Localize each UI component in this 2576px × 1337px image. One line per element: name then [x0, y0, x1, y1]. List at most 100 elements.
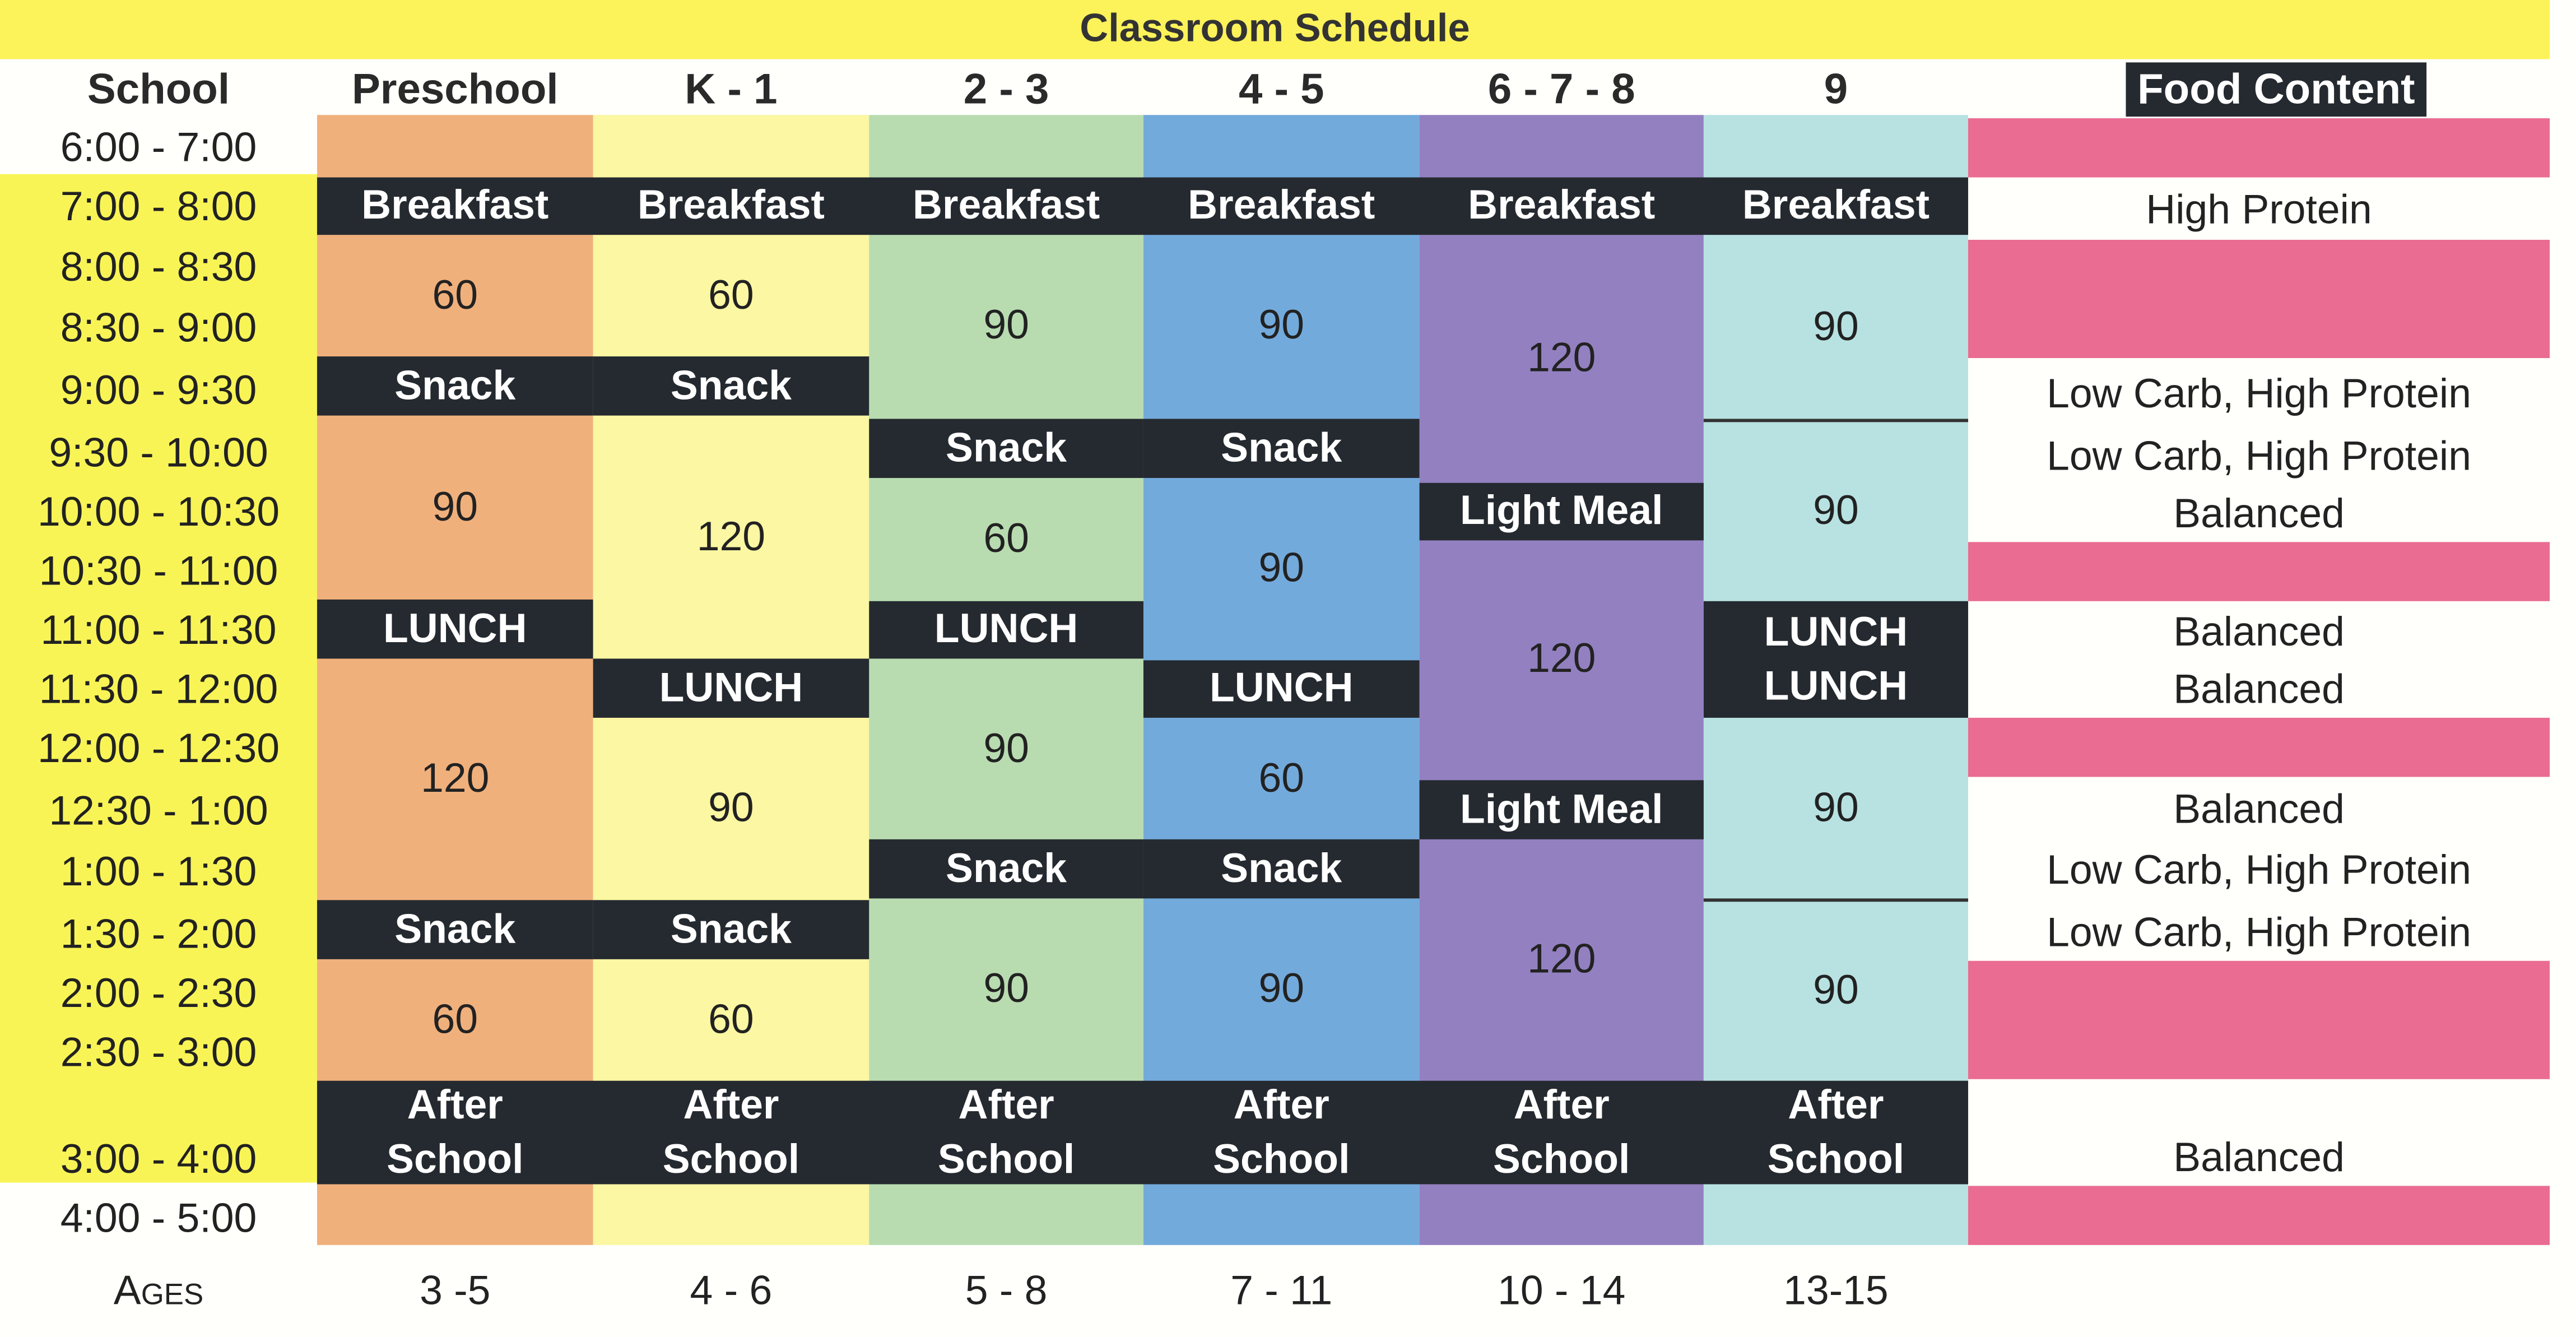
preschool-snack: Snack — [317, 356, 593, 416]
breakfast-band — [317, 177, 1969, 235]
food-row: Low Carb, High Protein — [2047, 909, 2472, 956]
header-food-content: Food Content — [2126, 62, 2427, 117]
g678-light-meal: Light Meal — [1419, 780, 1704, 839]
g9-block-minutes: 90 — [1813, 303, 1859, 349]
g678-block-minutes: 120 — [1527, 334, 1596, 380]
food-row: High Protein — [2146, 187, 2372, 234]
header-preschool: Preschool — [351, 64, 559, 114]
g23-block-minutes: 90 — [983, 725, 1029, 772]
time-label: 6:00 - 7:00 — [60, 124, 257, 171]
g23-snack: Snack — [869, 419, 1143, 478]
time-label: 10:00 - 10:30 — [37, 489, 280, 536]
header-g678: 6 - 7 - 8 — [1487, 64, 1635, 114]
time-label: 1:30 - 2:00 — [60, 911, 257, 958]
g23-lunch: LUNCH — [869, 601, 1143, 659]
age-range: 5 - 8 — [965, 1268, 1048, 1314]
age-range: 10 - 14 — [1498, 1268, 1626, 1314]
time-label: 8:00 - 8:30 — [60, 244, 257, 291]
school-label: School — [1767, 1135, 1905, 1182]
g23-snack: Snack — [869, 839, 1143, 899]
food-row: Low Carb, High Protein — [2047, 371, 2472, 417]
preschool-block-minutes: 120 — [421, 755, 490, 802]
k1-block-minutes: 60 — [708, 272, 754, 318]
k1-snack: Snack — [593, 900, 869, 959]
school-hours-highlight — [0, 174, 317, 1183]
preschool-breakfast: Breakfast — [361, 182, 549, 229]
time-label: 8:30 - 9:00 — [60, 305, 257, 352]
school-label: School — [1213, 1135, 1350, 1182]
header-g9: 9 — [1824, 64, 1848, 114]
food-row: Balanced — [2173, 667, 2345, 713]
food-row-empty — [1968, 717, 2550, 777]
food-row-empty — [1968, 239, 2550, 359]
g45-lunch: LUNCH — [1143, 660, 1420, 718]
g45-after-school: After School — [1143, 1081, 1420, 1185]
g9-block-minutes: 90 — [1813, 487, 1859, 533]
g9-block-minutes: 90 — [1813, 784, 1859, 830]
preschool-block-minutes: 90 — [432, 484, 478, 530]
time-label: 9:30 - 10:00 — [49, 430, 268, 477]
g9-block-minutes: 90 — [1813, 967, 1859, 1013]
k1-block-minutes: 60 — [708, 996, 754, 1042]
preschool-after-school: After School — [317, 1081, 593, 1185]
ages-label: Ages — [113, 1268, 204, 1314]
g9-lunch: LUNCH LUNCH — [1703, 601, 1969, 718]
k1-block-minutes: 120 — [696, 513, 766, 560]
food-row: Low Carb, High Protein — [2047, 847, 2472, 894]
g45-breakfast: Breakfast — [1188, 182, 1375, 229]
after-label: After — [683, 1081, 779, 1128]
g23-breakfast: Breakfast — [912, 182, 1100, 229]
column-g23 — [869, 115, 1143, 1245]
g45-snack: Snack — [1143, 839, 1420, 899]
k1-block-minutes: 90 — [708, 785, 754, 832]
time-label: 11:00 - 11:30 — [40, 607, 277, 654]
g45-block-minutes: 90 — [1258, 301, 1305, 347]
time-label: 1:00 - 1:30 — [60, 849, 257, 895]
age-range: 4 - 6 — [690, 1268, 773, 1314]
header-g45: 4 - 5 — [1238, 64, 1324, 114]
preschool-snack: Snack — [317, 900, 593, 959]
time-label: 10:30 - 11:00 — [39, 549, 278, 595]
k1-snack: Snack — [593, 356, 869, 416]
g678-block-minutes: 120 — [1527, 635, 1596, 682]
preschool-block-minutes: 60 — [432, 996, 478, 1042]
age-range: 3 -5 — [420, 1268, 491, 1314]
school-label: School — [1493, 1135, 1630, 1182]
header-k1: K - 1 — [685, 64, 778, 114]
divider-line — [1703, 898, 1969, 901]
time-label: 2:00 - 2:30 — [60, 971, 257, 1017]
k1-after-school: After School — [593, 1081, 869, 1185]
after-label: After — [1513, 1081, 1610, 1128]
divider-line — [1703, 419, 1969, 421]
time-label: 2:30 - 3:00 — [60, 1029, 257, 1076]
food-row: Balanced — [2173, 787, 2345, 833]
g23-block-minutes: 90 — [983, 301, 1029, 347]
g45-block-minutes: 60 — [1258, 754, 1305, 801]
age-range: 13-15 — [1783, 1268, 1889, 1314]
time-label: 12:00 - 12:30 — [37, 726, 280, 772]
after-school-band — [317, 1080, 1969, 1185]
time-label: 7:00 - 8:00 — [60, 184, 257, 230]
g9-lunch-label: LUNCH — [1764, 662, 1908, 709]
food-row: Balanced — [2173, 1135, 2345, 1181]
time-label: 3:00 - 4:00 — [60, 1136, 257, 1183]
time-label: 4:00 - 5:00 — [60, 1195, 257, 1242]
school-label: School — [387, 1135, 524, 1182]
preschool-lunch: LUNCH — [317, 599, 593, 659]
k1-breakfast: Breakfast — [637, 182, 825, 229]
page-title: Classroom Schedule — [0, 0, 2550, 59]
g678-after-school: After School — [1420, 1081, 1704, 1185]
school-label: School — [937, 1135, 1075, 1182]
age-range: 7 - 11 — [1230, 1268, 1333, 1314]
g9-after-school: After School — [1704, 1081, 1968, 1185]
g23-block-minutes: 90 — [983, 965, 1029, 1012]
g9-lunch-label: LUNCH — [1764, 609, 1908, 655]
preschool-block-minutes: 60 — [432, 272, 478, 318]
after-label: After — [1233, 1081, 1329, 1128]
food-row-empty — [1968, 1186, 2550, 1245]
food-row: Balanced — [2173, 491, 2345, 537]
school-label: School — [662, 1135, 800, 1182]
column-preschool — [317, 115, 593, 1245]
time-label: 9:00 - 9:30 — [60, 368, 257, 414]
header-school: School — [87, 64, 230, 114]
